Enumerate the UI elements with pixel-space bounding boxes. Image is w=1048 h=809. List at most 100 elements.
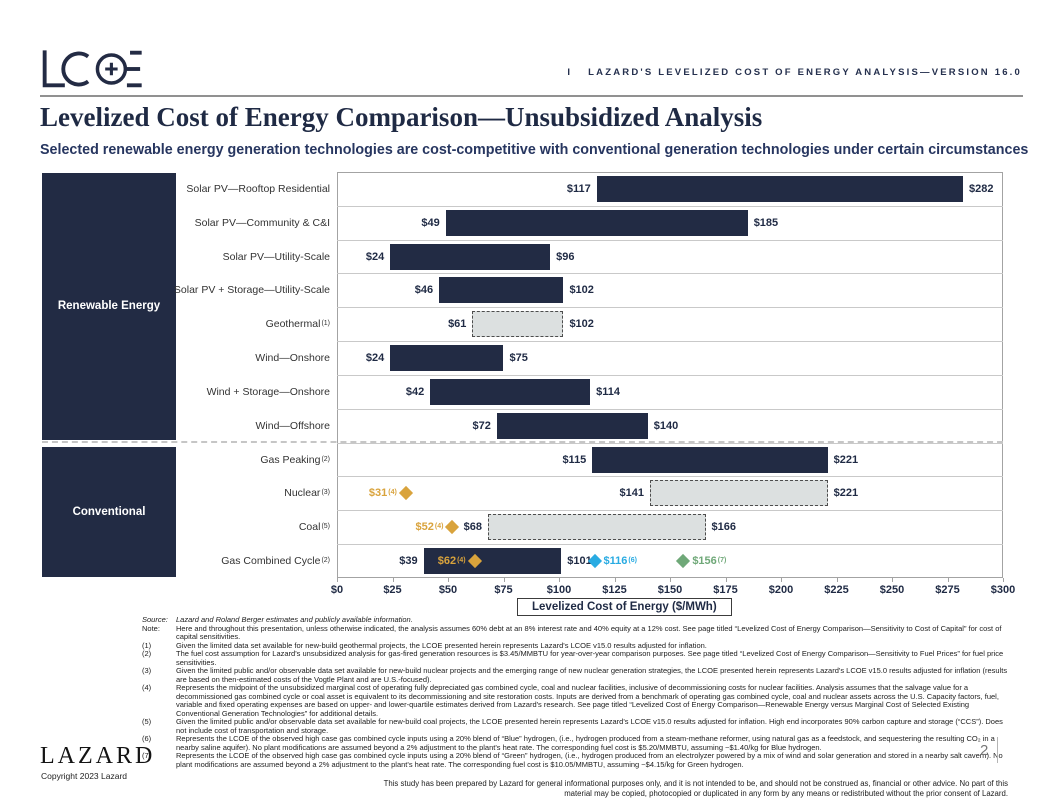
bar-coal (487, 514, 706, 541)
bar-gas-combined-cycle (423, 548, 562, 575)
footnote-label: (6) (142, 734, 152, 743)
bar-low-value: $72 (472, 419, 491, 432)
row-separator (337, 374, 1003, 376)
bar-low-value: $42 (405, 385, 425, 398)
x-axis-tick (670, 578, 671, 582)
footnote-label: (7) (142, 751, 152, 760)
x-axis-tick (559, 578, 560, 582)
lcoe-range-chart: Renewable Energy Conventional $0 $25 $50 $75 $… (0, 172, 1048, 612)
marker-value-gas-combined-cycle-156: $156 (7) (692, 555, 727, 568)
footnote-text: The fuel cost assumption for Lazard's un… (176, 649, 1004, 667)
page-number-rule (997, 737, 998, 763)
label-text: $31 (368, 487, 388, 500)
bar-solar-pv-rooftop-residential (596, 176, 964, 202)
header-separator: I (567, 67, 573, 78)
x-axis-tick-label: $50 (438, 584, 458, 596)
bar-high-value: $166 (711, 521, 736, 534)
bar-high-value: $96 (556, 250, 575, 263)
footnote-label: Note: (142, 623, 160, 633)
footnote-label: (4) (142, 683, 152, 692)
bar-gas-peaking (592, 446, 828, 473)
x-axis-tick-label: $200 (768, 584, 794, 596)
footnote-4: (4) Represents the midpoint of the unsubs… (142, 683, 1010, 718)
row-label-solar-pv-rooftop-residential: Solar PV—Rooftop Residential (156, 172, 330, 206)
bar-high-value: $140 (653, 419, 679, 432)
marker-value-gas-combined-cycle-62: $62 (4) (437, 555, 466, 568)
footnote-1: (1) Given the limited data set available … (142, 640, 1010, 651)
label-text: Solar PV—Utility-Scale (222, 250, 330, 263)
row-label-wind-storage-onshore: Wind + Storage—Onshore (156, 375, 330, 409)
row-label-coal: Coal (5) (298, 521, 330, 534)
disclaimer: This study has been prepared by Lazard f… (383, 779, 1008, 798)
bar-high-value: $282 (969, 182, 994, 195)
footnote-source: Source: Lazard and Roland Berger estimate… (142, 615, 1010, 625)
bar-high-value: $185 (753, 216, 779, 229)
row-separator (337, 341, 1003, 343)
row-separator (337, 510, 1003, 512)
label-text: Solar PV + Storage—Utility-Scale (173, 284, 330, 297)
bar-low-value: $49 (421, 216, 440, 229)
group-label-conventional: Conventional (42, 446, 176, 577)
footnote-text: Represents the LCOE of the observed high… (176, 734, 995, 752)
x-axis-tick-label: $300 (990, 584, 1016, 596)
x-axis-tick-label: $150 (657, 584, 683, 596)
bar-high-value: $114 (596, 385, 620, 398)
x-axis-tick-label: $75 (494, 584, 513, 596)
bar-nuclear (650, 480, 828, 507)
x-axis-tick (337, 578, 338, 582)
header-banner: I LAZARD'S LEVELIZED COST OF ENERGY ANAL… (567, 67, 1022, 78)
footnote-2: (2) The fuel cost assumption for Lazard's… (142, 649, 1010, 667)
footnote-label: (2) (142, 649, 152, 658)
page-title: Levelized Cost of Energy Comparison—Unsu… (40, 102, 763, 132)
label-text: Wind—Onshore (255, 352, 330, 365)
footnote-label: Source: (142, 615, 168, 624)
label-text: Solar PV—Community & C&I (194, 216, 330, 229)
row-label-wind-onshore: Wind—Onshore (156, 341, 330, 375)
label-text: $62 (437, 555, 457, 568)
group-label-renewable-energy: Renewable Energy (42, 173, 176, 440)
row-label-solar-pv-storage-utility-scale: Solar PV + Storage—Utility-Scale (156, 273, 330, 307)
footnote-text: Here and throughout this presentation, u… (176, 623, 1002, 641)
row-separator (337, 408, 1003, 410)
x-axis-tick (1003, 578, 1004, 582)
bar-low-value: $117 (566, 182, 591, 195)
row-label-nuclear: Nuclear (3) (284, 487, 330, 500)
page-subtitle: Selected renewable energy generation tec… (40, 142, 1029, 158)
footnote-text: Given the limited public and/or observab… (176, 717, 1003, 735)
x-axis-tick (836, 578, 838, 582)
label-text: Gas Combined Cycle (221, 555, 321, 568)
row-separator (337, 476, 1003, 478)
row-label-geothermal: Geothermal (1) (265, 318, 330, 331)
header-rule (40, 95, 1023, 97)
bar-high-value: $221 (833, 453, 859, 466)
x-axis-tick-label: $275 (935, 584, 960, 596)
x-axis-tick (392, 578, 394, 582)
footnote-text: Represents the LCOE of the observed high… (176, 751, 1003, 769)
x-axis-tick (947, 578, 949, 582)
bar-solar-pv-community-c-i (445, 209, 748, 236)
row-separator (337, 239, 1003, 241)
bar-low-value: $115 (562, 453, 587, 466)
label-text: Nuclear (284, 487, 321, 500)
label-text: Geothermal (265, 318, 321, 331)
row-separator (337, 442, 1003, 444)
bar-solar-pv-utility-scale (390, 243, 551, 270)
footnote-text: Represents the midpoint of the unsubsidi… (176, 683, 999, 718)
marker-value-nuclear-31: $31 (4) (368, 487, 397, 500)
label-text: Wind + Storage—Onshore (206, 385, 330, 398)
x-axis-tick-label: $100 (546, 584, 572, 596)
footnote-text: Given the limited data set available for… (176, 640, 707, 650)
row-label-gas-combined-cycle: Gas Combined Cycle (2) (221, 555, 330, 568)
bar-solar-pv-storage-utility-scale (439, 277, 564, 304)
bar-low-value: $24 (365, 352, 385, 365)
footnote-3: (3) Given the limited public and/or obser… (142, 666, 1010, 684)
x-axis-tick-label: $175 (713, 584, 738, 596)
row-separator (337, 544, 1003, 546)
x-axis-tick (503, 578, 505, 582)
label-text: Coal (298, 521, 321, 534)
bar-high-value: $102 (569, 284, 594, 297)
header-title: LAZARD'S LEVELIZED COST OF ENERGY ANALYS… (588, 67, 1022, 78)
bar-wind-onshore (390, 345, 504, 372)
lazard-wordmark: LAZARD (40, 743, 156, 769)
page-number: 2 (980, 742, 989, 759)
